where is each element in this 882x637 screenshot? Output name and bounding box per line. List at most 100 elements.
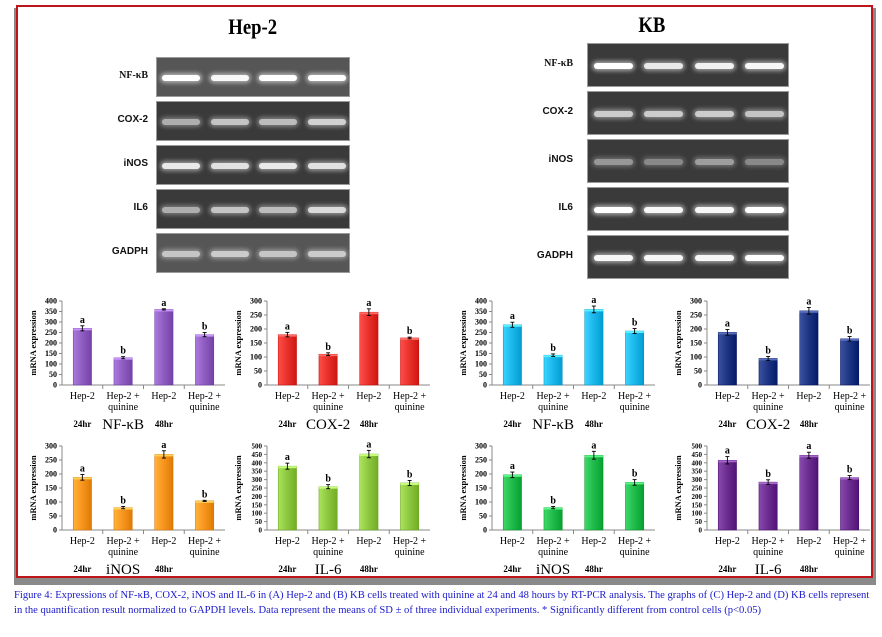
group-label: 24hr bbox=[718, 564, 736, 574]
gel-band bbox=[162, 251, 201, 257]
group-label: 24hr bbox=[278, 419, 296, 429]
group-label: 24hr bbox=[503, 564, 521, 574]
bar bbox=[799, 454, 819, 531]
category-label: Hep-2 bbox=[500, 536, 525, 547]
gel-band bbox=[162, 207, 201, 213]
bar bbox=[502, 474, 522, 531]
y-tick-label: 0 bbox=[53, 381, 57, 390]
category-label-line: quinine bbox=[108, 402, 139, 413]
bar bbox=[318, 353, 338, 386]
gel-strip bbox=[156, 145, 350, 185]
gel-band bbox=[593, 111, 633, 117]
y-tick-label: 250 bbox=[692, 485, 703, 493]
y-tick-label: 50 bbox=[479, 370, 487, 379]
category-label-line: quinine bbox=[835, 402, 866, 413]
category-label: Hep-2 bbox=[70, 536, 95, 547]
y-tick-label: 150 bbox=[475, 484, 487, 493]
significance-label: a bbox=[591, 440, 596, 451]
category-label-line: Hep-2 + bbox=[393, 391, 426, 402]
category-label-line: quinine bbox=[835, 547, 866, 558]
category-label-line: quinine bbox=[313, 547, 344, 558]
gel-band bbox=[259, 251, 298, 257]
bar bbox=[359, 311, 379, 386]
group-label: 24hr bbox=[278, 564, 296, 574]
category-label-line: quinine bbox=[753, 547, 784, 558]
category-label-line: Hep-2 + bbox=[188, 536, 221, 547]
chart-title: IL-6 bbox=[315, 562, 342, 575]
y-tick-label: 100 bbox=[45, 498, 57, 507]
gel-band bbox=[644, 63, 684, 69]
y-tick-label: 250 bbox=[45, 328, 57, 337]
y-tick-label: 400 bbox=[475, 297, 487, 306]
y-tick-label: 450 bbox=[692, 451, 703, 459]
gel-band bbox=[694, 111, 734, 117]
group-label: 24hr bbox=[73, 564, 91, 574]
bar bbox=[72, 328, 92, 386]
category-label: Hep-2 bbox=[500, 391, 525, 402]
group-label: 48hr bbox=[360, 419, 378, 429]
bar bbox=[758, 358, 778, 386]
category-label-line: Hep-2 + bbox=[618, 391, 651, 402]
bar bbox=[502, 324, 522, 386]
y-tick-label: 100 bbox=[250, 353, 262, 362]
y-tick-label: 300 bbox=[250, 297, 262, 306]
y-tick-label: 300 bbox=[252, 476, 263, 484]
category-label: Hep-2 bbox=[356, 536, 381, 547]
category-label: Hep-2 bbox=[796, 536, 821, 547]
category-label-line: Hep-2 + bbox=[618, 536, 651, 547]
gel-band bbox=[745, 63, 785, 69]
group-label: 48hr bbox=[585, 419, 603, 429]
bar bbox=[799, 310, 819, 386]
y-tick-label: 350 bbox=[692, 468, 703, 476]
y-tick-label: 100 bbox=[475, 360, 487, 369]
category-label: Hep-2 + quinine bbox=[833, 536, 866, 558]
category-label-line: Hep-2 + bbox=[833, 391, 866, 402]
category-label-line: Hep-2 + bbox=[537, 391, 570, 402]
category-label-line: quinine bbox=[108, 547, 139, 558]
group-label: 24hr bbox=[503, 419, 521, 429]
chart-hep2-inos: mRNA expression 0 50 100 150 200 250 300 a Hep-2 b… bbox=[28, 440, 225, 575]
y-tick-label: 0 bbox=[53, 526, 57, 535]
y-tick-label: 300 bbox=[690, 297, 702, 306]
gel-strip bbox=[156, 233, 350, 273]
bar bbox=[584, 454, 604, 531]
bar bbox=[840, 338, 860, 386]
y-tick-label: 350 bbox=[45, 307, 57, 316]
gel-band bbox=[210, 119, 249, 125]
category-label: Hep-2 + quinine bbox=[107, 536, 140, 558]
gel-band bbox=[644, 111, 684, 117]
gel-strip bbox=[156, 101, 350, 141]
significance-label: a bbox=[725, 319, 730, 330]
gel-row-label: NF-κB bbox=[119, 70, 148, 81]
significance-label: a bbox=[285, 452, 290, 463]
gel-row-label: COX-2 bbox=[542, 106, 573, 117]
category-label: Hep-2 bbox=[715, 391, 740, 402]
bar bbox=[277, 465, 297, 531]
gel-strip bbox=[587, 235, 789, 279]
y-tick-label: 200 bbox=[475, 470, 487, 479]
y-tick-label: 200 bbox=[692, 493, 703, 501]
y-tick-label: 250 bbox=[250, 311, 262, 320]
y-tick-label: 100 bbox=[475, 498, 487, 507]
chart-kb-il6: mRNA expression0501001502002503003504004… bbox=[673, 441, 870, 575]
gel-band bbox=[745, 159, 785, 165]
gel-band bbox=[307, 119, 346, 125]
gel-strip bbox=[156, 189, 350, 229]
chart-kb-cox2: mRNA expression 0 50 100 150 200 250 300 a Hep-2 b… bbox=[673, 296, 870, 430]
category-label-line: Hep-2 + bbox=[752, 391, 785, 402]
gel-row-label: NF-κB bbox=[544, 58, 573, 69]
category-label: Hep-2 + quinine bbox=[312, 391, 345, 413]
category-label: Hep-2 bbox=[151, 391, 176, 402]
category-label: Hep-2 + quinine bbox=[618, 536, 651, 558]
significance-label: b bbox=[202, 489, 208, 500]
category-label-line: quinine bbox=[190, 547, 221, 558]
y-tick-label: 0 bbox=[698, 381, 702, 390]
significance-label: b bbox=[407, 469, 413, 480]
y-axis-label: mRNA expression bbox=[28, 455, 38, 521]
gel-band bbox=[259, 75, 298, 81]
category-label-line: quinine bbox=[190, 402, 221, 413]
y-tick-label: 250 bbox=[475, 328, 487, 337]
y-tick-label: 200 bbox=[45, 470, 57, 479]
gel-band bbox=[307, 207, 346, 213]
category-label-line: quinine bbox=[538, 547, 569, 558]
